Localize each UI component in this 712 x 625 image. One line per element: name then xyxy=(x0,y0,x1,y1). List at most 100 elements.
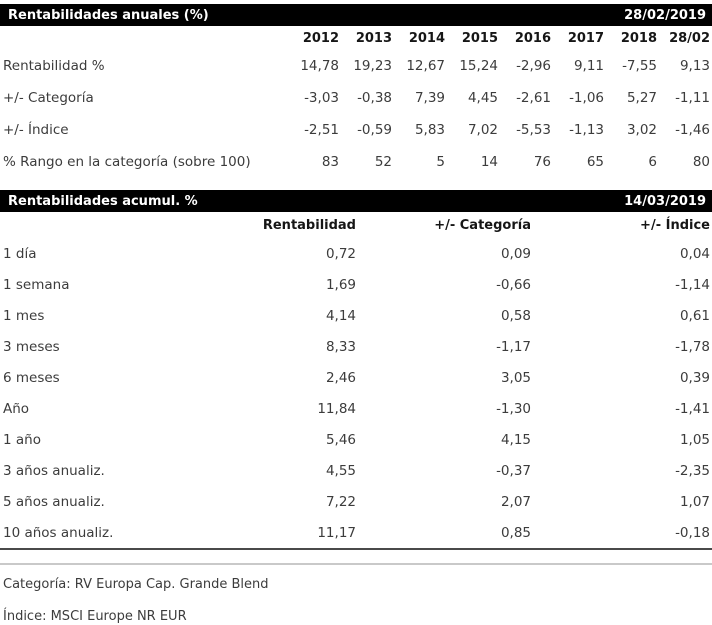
annual-value-cell: 6 xyxy=(648,154,657,170)
annual-value-cell: 7,02 xyxy=(467,122,498,138)
cumulative-row-label: 1 semana xyxy=(3,276,70,293)
cumulative-value-cell: 1,69 xyxy=(325,276,356,293)
annual-value-cell: -1,06 xyxy=(569,90,604,106)
cumulative-row-label: 1 mes xyxy=(3,307,45,324)
cumulative-row-label: 1 año xyxy=(3,431,41,448)
cumulative-column-header: +/- Categoría xyxy=(434,217,531,233)
annual-value-cell: 9,11 xyxy=(573,58,604,74)
cumulative-table-row: 1 mes 4,14 0,58 0,61 xyxy=(0,300,712,331)
annual-value-cell: -3,03 xyxy=(304,90,339,106)
annual-row-label: +/- Categoría xyxy=(3,90,94,106)
annual-table-row: Rentabilidad % 14,78 19,23 12,67 15,24 -2,96 9… xyxy=(0,50,712,82)
cumulative-header-spacer xyxy=(0,212,198,238)
annual-returns-table: 2012 2013 2014 2015 2016 2017 2018 28/02 Rentab… xyxy=(0,26,712,178)
annual-column-header: 2017 xyxy=(567,30,604,46)
annual-value-cell: -7,55 xyxy=(622,58,657,74)
annual-value-cell: -5,53 xyxy=(516,122,551,138)
cumulative-row-label: 1 día xyxy=(3,245,37,262)
annual-column-header: 28/02 xyxy=(669,30,710,46)
annual-row-label: % Rango en la categoría (sobre 100) xyxy=(3,154,251,170)
cumulative-value-cell: -0,66 xyxy=(496,276,531,293)
annual-column-header-row: 2012 2013 2014 2015 2016 2017 2018 28/02 xyxy=(0,26,712,50)
cumulative-row-label: 5 años anualiz. xyxy=(3,493,105,510)
annual-value-cell: -1,11 xyxy=(675,90,710,106)
annual-value-cell: 65 xyxy=(586,154,604,170)
annual-value-cell: -1,13 xyxy=(569,122,604,138)
cumulative-value-cell: -2,35 xyxy=(675,462,710,479)
cumulative-value-cell: 0,72 xyxy=(325,245,356,262)
annual-column-header: 2014 xyxy=(408,30,445,46)
section-gap xyxy=(0,178,712,190)
footer-separator-rule xyxy=(0,563,712,565)
cumulative-value-cell: 0,61 xyxy=(679,307,710,324)
annual-value-cell: 14,78 xyxy=(300,58,339,74)
cumulative-header-bar: Rentabilidades acumul. % 14/03/2019 xyxy=(0,190,712,212)
annual-value-cell: 5,27 xyxy=(626,90,657,106)
cumulative-value-cell: 7,22 xyxy=(325,493,356,510)
annual-column-header: 2018 xyxy=(620,30,657,46)
cumulative-as-of-date: 14/03/2019 xyxy=(624,193,706,209)
cumulative-value-cell: -0,18 xyxy=(675,524,710,541)
annual-value-cell: 52 xyxy=(374,154,392,170)
cumulative-value-cell: 1,05 xyxy=(679,431,710,448)
cumulative-value-cell: 11,84 xyxy=(317,400,356,417)
annual-value-cell: 14 xyxy=(480,154,498,170)
cumulative-value-cell: -1,14 xyxy=(675,276,710,293)
annual-column-header: 2015 xyxy=(461,30,498,46)
annual-column-header: 2012 xyxy=(302,30,339,46)
cumulative-value-cell: 2,46 xyxy=(325,369,356,386)
cumulative-table-row: 1 año 5,46 4,15 1,05 xyxy=(0,424,712,455)
annual-value-cell: 4,45 xyxy=(467,90,498,106)
annual-value-cell: 5,83 xyxy=(414,122,445,138)
annual-row-label: +/- Índice xyxy=(3,122,69,138)
cumulative-column-header: +/- Índice xyxy=(640,217,710,233)
annual-value-cell: -2,96 xyxy=(516,58,551,74)
cumulative-value-cell: 8,33 xyxy=(325,338,356,355)
annual-value-cell: -2,51 xyxy=(304,122,339,138)
cumulative-table-row: 3 meses 8,33 -1,17 -1,78 xyxy=(0,331,712,362)
annual-value-cell: 5 xyxy=(436,154,445,170)
annual-value-cell: 12,67 xyxy=(406,58,445,74)
category-note: Categoría: RV Europa Cap. Grande Blend xyxy=(3,577,269,592)
cumulative-row-label: 10 años anualiz. xyxy=(3,524,114,541)
cumulative-column-header-row: Rentabilidad +/- Categoría +/- Índice xyxy=(0,212,712,238)
cumulative-table-row: 3 años anualiz. 4,55 -0,37 -2,35 xyxy=(0,455,712,486)
cumulative-row-label: 6 meses xyxy=(3,369,60,386)
cumulative-value-cell: 5,46 xyxy=(325,431,356,448)
cumulative-value-cell: 2,07 xyxy=(500,493,531,510)
annual-value-cell: 9,13 xyxy=(679,58,710,74)
cumulative-section-title: Rentabilidades acumul. % xyxy=(8,193,198,209)
cumulative-value-cell: -1,17 xyxy=(496,338,531,355)
annual-returns-section: Rentabilidades anuales (%) 28/02/2019 20… xyxy=(0,4,712,178)
annual-section-title: Rentabilidades anuales (%) xyxy=(8,7,209,23)
cumulative-value-cell: -1,41 xyxy=(675,400,710,417)
annual-value-cell: 83 xyxy=(321,154,339,170)
cumulative-value-cell: -1,78 xyxy=(675,338,710,355)
cumulative-value-cell: 0,09 xyxy=(500,245,531,262)
cumulative-table-row: 6 meses 2,46 3,05 0,39 xyxy=(0,362,712,393)
cumulative-table-row: 10 años anualiz. 11,17 0,85 -0,18 xyxy=(0,517,712,548)
annual-value-cell: 80 xyxy=(692,154,710,170)
cumulative-table-row: Año 11,84 -1,30 -1,41 xyxy=(0,393,712,424)
annual-value-cell: 7,39 xyxy=(414,90,445,106)
cumulative-row-label: 3 meses xyxy=(3,338,60,355)
cumulative-table-row: 1 semana 1,69 -0,66 -1,14 xyxy=(0,269,712,300)
annual-value-cell: -1,46 xyxy=(675,122,710,138)
annual-value-cell: 15,24 xyxy=(459,58,498,74)
annual-value-cell: 19,23 xyxy=(353,58,392,74)
cumulative-value-cell: 3,05 xyxy=(500,369,531,386)
cumulative-value-cell: -0,37 xyxy=(496,462,531,479)
annual-header-bar: Rentabilidades anuales (%) 28/02/2019 xyxy=(0,4,712,26)
cumulative-returns-table: Rentabilidad +/- Categoría +/- Índice 1 dí… xyxy=(0,212,712,548)
index-note: Índice: MSCI Europe NR EUR xyxy=(3,609,187,624)
cumulative-returns-section: Rentabilidades acumul. % 14/03/2019 Rent… xyxy=(0,190,712,548)
annual-header-spacer xyxy=(0,26,288,50)
cumulative-value-cell: 0,04 xyxy=(679,245,710,262)
cumulative-table-row: 1 día 0,72 0,09 0,04 xyxy=(0,238,712,269)
annual-table-row: +/- Categoría -3,03 -0,38 7,39 4,45 -2,61 -1,0… xyxy=(0,82,712,114)
annual-column-header: 2016 xyxy=(514,30,551,46)
cumulative-value-cell: 4,15 xyxy=(500,431,531,448)
table-bottom-rule xyxy=(0,548,712,550)
annual-table-row: % Rango en la categoría (sobre 100) 83 52 5… xyxy=(0,146,712,178)
